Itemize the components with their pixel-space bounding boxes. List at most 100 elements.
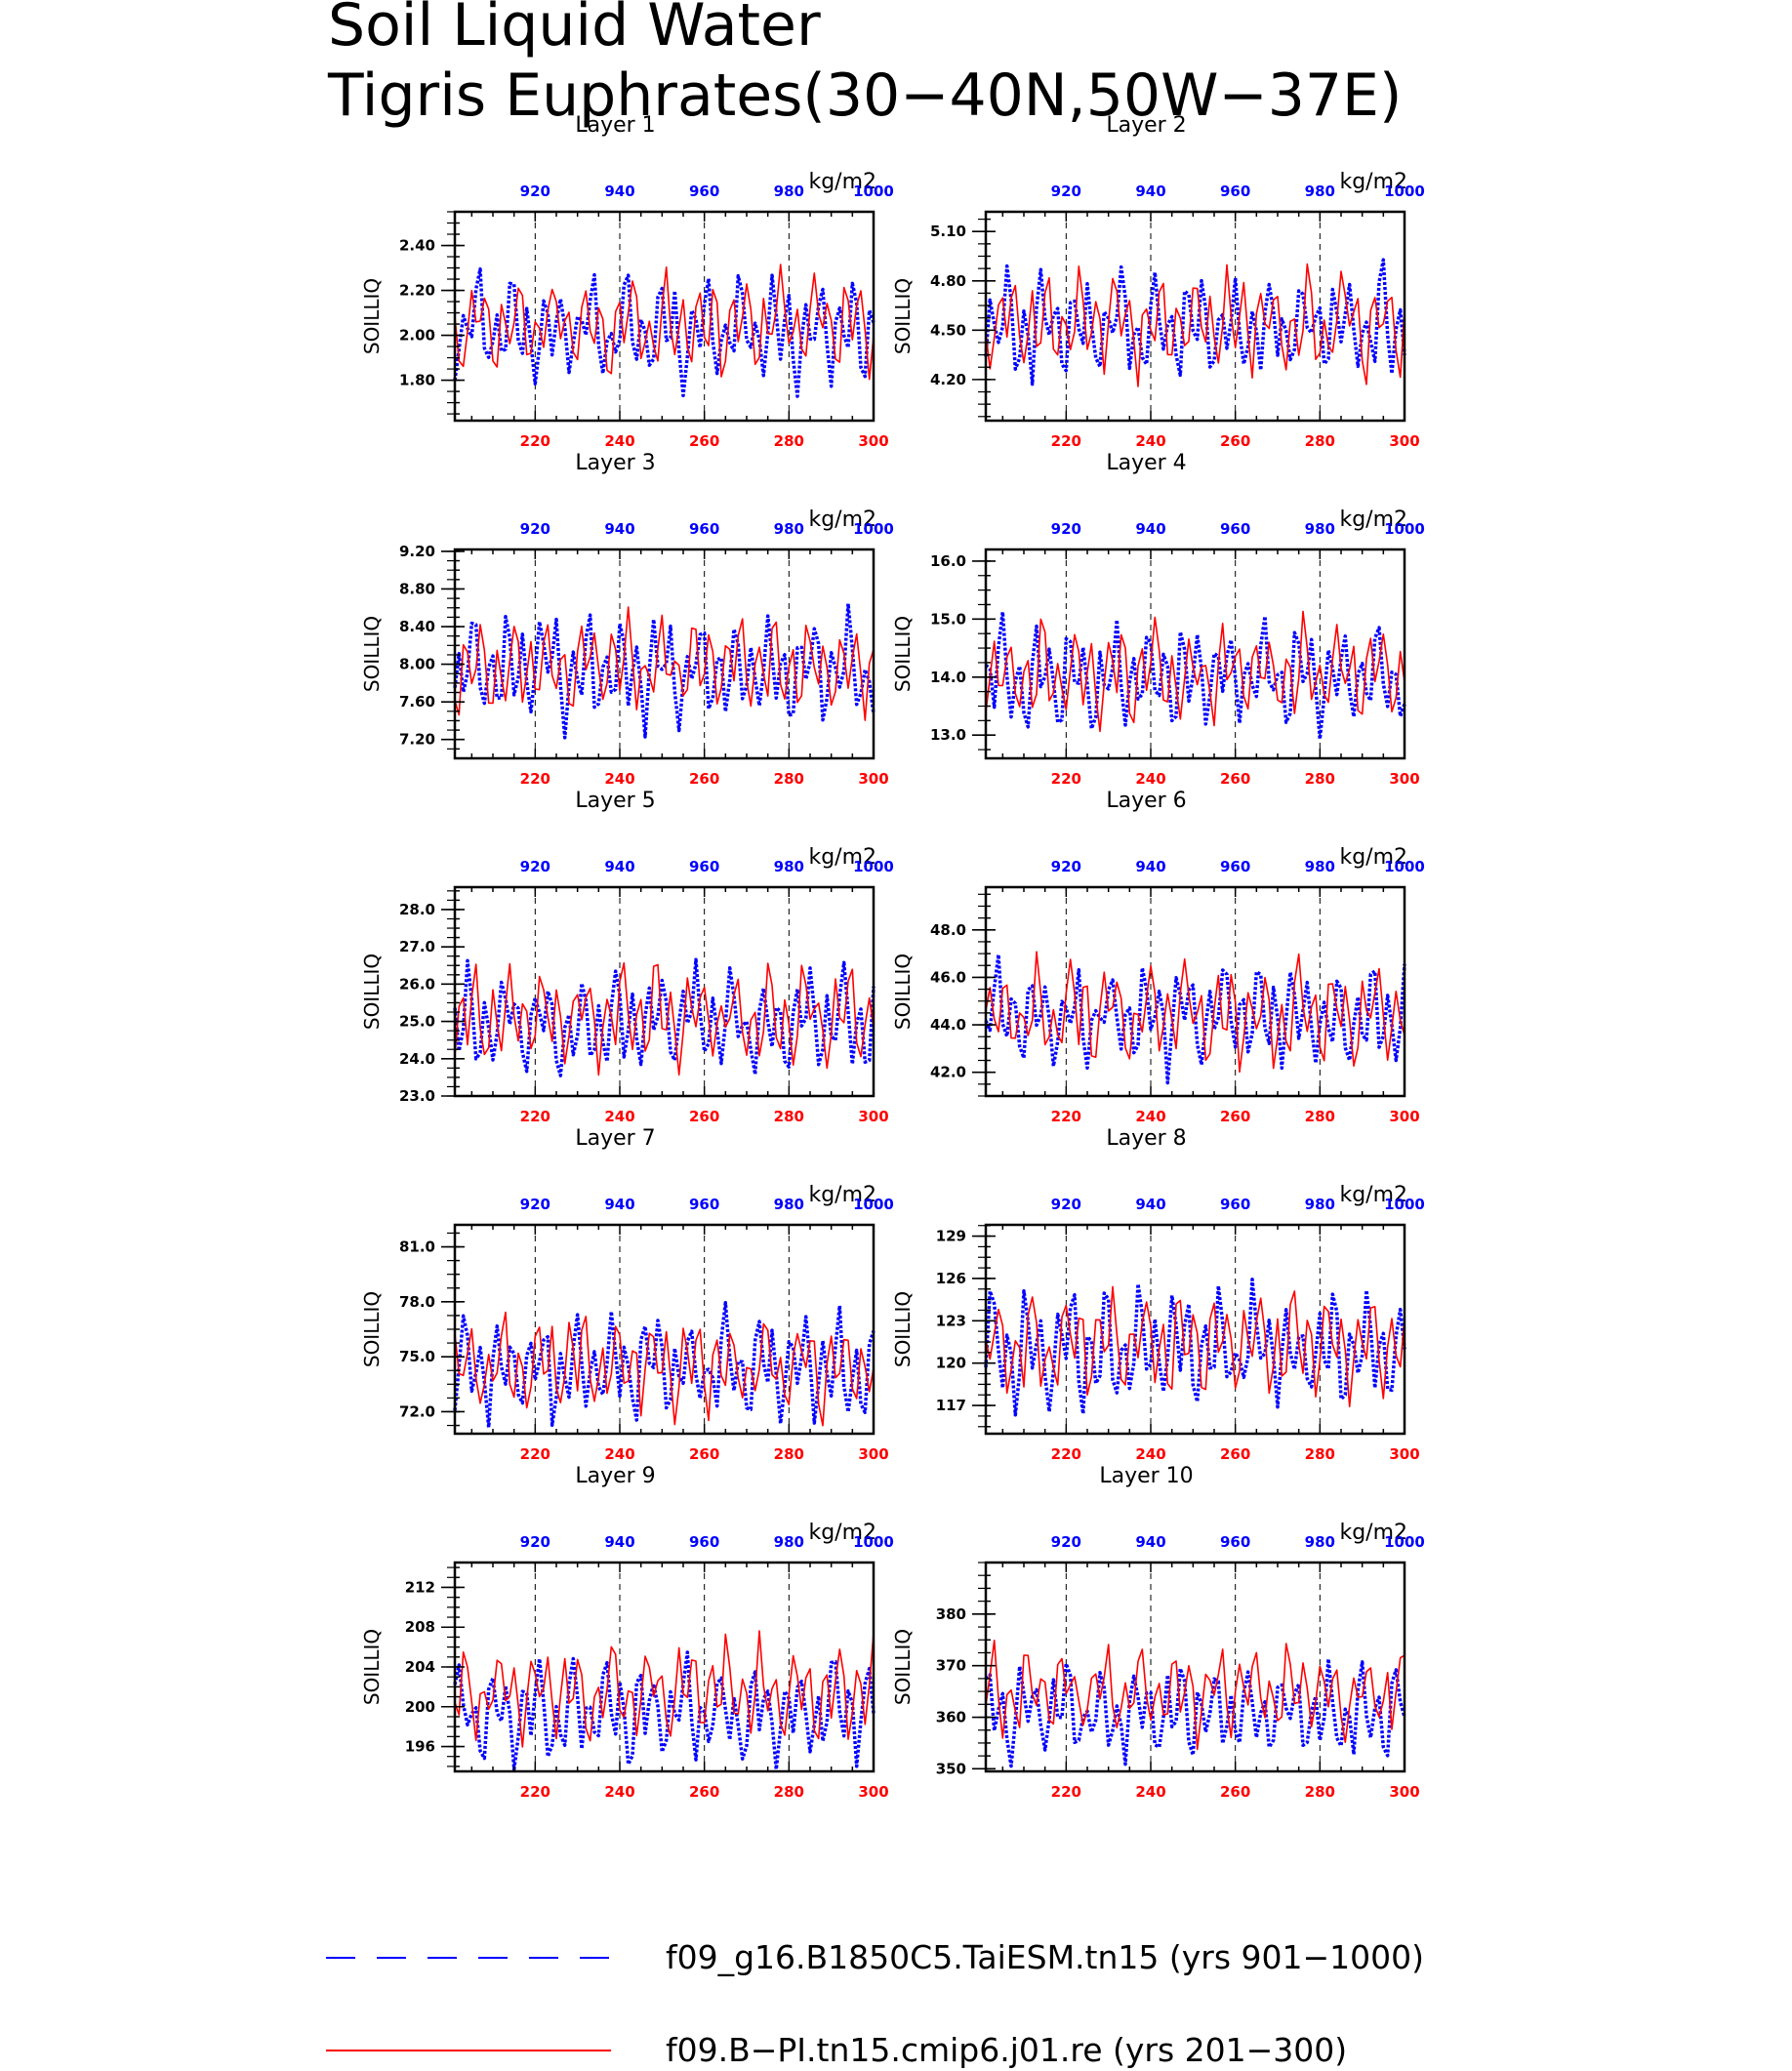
x-tick-label-bottom: 280 (774, 1445, 804, 1463)
units-label: kg/m2 (1339, 170, 1407, 194)
x-tick-label-top: 940 (604, 1533, 634, 1551)
x-tick-label-top: 980 (1305, 183, 1335, 200)
x-tick-label-bottom: 280 (1305, 1783, 1335, 1801)
panels-group: Layer 1 kg/m2 SOILLIQ 220 240 260 280 300 920 940… (360, 113, 1425, 1801)
x-tick-label-top: 960 (689, 858, 719, 875)
y-tick-label: 8.00 (399, 656, 435, 673)
x-tick-label-bottom: 240 (604, 770, 634, 788)
y-tick-label: 25.0 (399, 1013, 435, 1031)
plot-frame (453, 210, 876, 423)
x-tick-label-top: 920 (520, 520, 550, 538)
y-tick-label: 212 (405, 1578, 435, 1596)
x-tick-label-top: 980 (1305, 520, 1335, 538)
x-tick-label-top: 960 (689, 520, 719, 538)
plot-frame (984, 1561, 1406, 1773)
legend-label-blue: f09_g16.B1850C5.TaiESM.tn15 (yrs 901−100… (666, 1938, 1424, 1976)
series-line-red (454, 1311, 875, 1427)
x-tick-label-bottom: 300 (1389, 1445, 1419, 1463)
x-tick-label-top: 1000 (1384, 1196, 1425, 1213)
x-tick-label-bottom: 260 (1220, 1108, 1250, 1125)
y-tick-label: 4.80 (930, 272, 966, 290)
x-tick-label-top: 960 (1220, 520, 1250, 538)
x-tick-label-top: 940 (604, 183, 634, 200)
x-tick-label-bottom: 220 (520, 432, 550, 450)
x-tick-label-bottom: 240 (604, 1783, 634, 1801)
units-label: kg/m2 (1339, 1183, 1407, 1207)
units-label: kg/m2 (808, 845, 876, 870)
x-tick-label-top: 920 (520, 1196, 550, 1213)
series-line-red (454, 961, 875, 1076)
x-tick-label-top: 920 (1051, 1196, 1081, 1213)
figure-title-line2: Tigris Euphrates(30−40N,50W−37E) (327, 61, 1402, 130)
series-line-blue (984, 953, 1406, 1085)
y-tick-label: 208 (405, 1618, 435, 1636)
x-tick-label-bottom: 300 (858, 770, 888, 788)
series-line-blue (984, 258, 1406, 386)
x-tick-label-top: 960 (1220, 1196, 1250, 1213)
panel-title: Layer 9 (575, 1464, 655, 1488)
panel-layer-7: Layer 7 kg/m2 SOILLIQ 220 240 260 280 300 920 940… (360, 1126, 894, 1463)
y-tick-label: 2.00 (399, 327, 435, 345)
x-tick-label-bottom: 240 (1135, 1445, 1165, 1463)
units-label: kg/m2 (808, 170, 876, 194)
x-tick-label-bottom: 240 (604, 1445, 634, 1463)
x-tick-label-bottom: 280 (1305, 1445, 1335, 1463)
x-tick-label-top: 960 (689, 1533, 719, 1551)
x-tick-label-top: 1000 (1384, 858, 1425, 875)
x-tick-label-top: 960 (689, 183, 719, 200)
x-tick-label-top: 920 (520, 1533, 550, 1551)
panel-layer-9: Layer 9 kg/m2 SOILLIQ 220 240 260 280 300 920 940… (360, 1464, 894, 1801)
y-axis-label: SOILLIQ (891, 1291, 915, 1367)
y-axis-label: SOILLIQ (891, 1629, 915, 1705)
units-label: kg/m2 (808, 508, 876, 532)
y-tick-label: 7.60 (399, 693, 435, 711)
x-tick-label-bottom: 280 (774, 1783, 804, 1801)
x-tick-label-bottom: 300 (858, 432, 888, 450)
y-tick-label: 42.0 (930, 1064, 966, 1081)
x-tick-label-bottom: 280 (1305, 432, 1335, 450)
series-line-red (985, 1640, 1405, 1751)
plot-frame (984, 1223, 1406, 1436)
y-tick-label: 23.0 (399, 1087, 435, 1105)
figure-title-line1: Soil Liquid Water (328, 0, 821, 60)
series-line-red (454, 606, 875, 721)
x-tick-label-bottom: 300 (1389, 770, 1419, 788)
x-tick-label-top: 1000 (853, 520, 894, 538)
x-tick-label-top: 920 (1051, 183, 1081, 200)
y-tick-label: 2.40 (399, 237, 435, 255)
series-line-red (985, 1285, 1405, 1407)
y-tick-label: 27.0 (399, 938, 435, 955)
y-tick-label: 13.0 (930, 726, 966, 744)
series-line-red (985, 610, 1405, 733)
panel-title: Layer 1 (575, 113, 655, 138)
x-tick-label-top: 960 (1220, 858, 1250, 875)
x-tick-label-top: 940 (1135, 183, 1165, 200)
y-tick-label: 1.80 (399, 372, 435, 389)
x-tick-label-bottom: 260 (689, 432, 719, 450)
x-tick-label-top: 920 (1051, 520, 1081, 538)
x-tick-label-top: 960 (1220, 1533, 1250, 1551)
panel-title: Layer 3 (575, 451, 655, 475)
y-tick-label: 196 (405, 1738, 435, 1756)
y-tick-label: 200 (405, 1698, 435, 1716)
panel-title: Layer 2 (1106, 113, 1186, 138)
y-axis-label: SOILLIQ (360, 1291, 384, 1367)
y-tick-label: 4.20 (930, 371, 966, 388)
x-tick-label-bottom: 220 (520, 1445, 550, 1463)
y-tick-label: 117 (936, 1397, 966, 1414)
y-tick-label: 123 (936, 1312, 966, 1329)
series-line-blue (984, 1278, 1406, 1417)
x-tick-label-bottom: 240 (1135, 1108, 1165, 1125)
x-tick-label-bottom: 240 (1135, 432, 1165, 450)
x-tick-label-bottom: 300 (858, 1783, 888, 1801)
y-axis-label: SOILLIQ (891, 278, 915, 354)
x-tick-label-bottom: 220 (1051, 770, 1081, 788)
panel-title: Layer 6 (1106, 789, 1186, 813)
x-tick-label-top: 980 (774, 858, 804, 875)
y-tick-label: 72.0 (399, 1402, 435, 1420)
x-tick-label-bottom: 300 (1389, 1783, 1419, 1801)
panel-title: Layer 8 (1106, 1126, 1186, 1151)
units-label: kg/m2 (808, 1183, 876, 1207)
y-tick-label: 78.0 (399, 1293, 435, 1311)
